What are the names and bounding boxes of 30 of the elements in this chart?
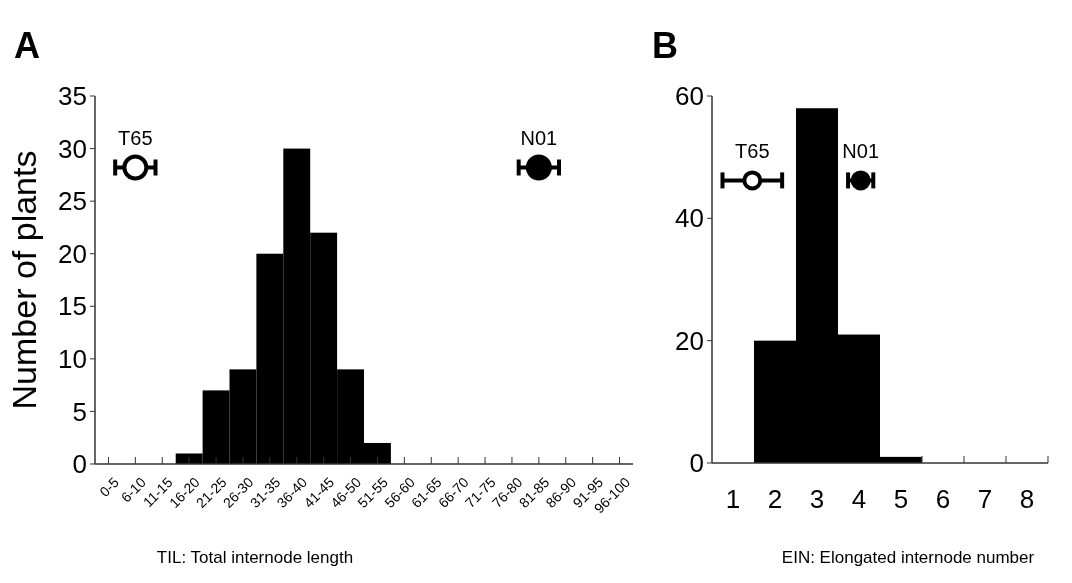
chart-title: B	[652, 25, 678, 66]
x-tick-label: 8	[1019, 484, 1035, 514]
y-tick-label: 60	[675, 81, 704, 112]
series-label: T65	[118, 127, 153, 150]
x-axis-title: TIL: Total internode length	[156, 548, 354, 567]
y-tick-label: 0	[689, 448, 704, 479]
y-tick-label: 15	[58, 291, 87, 322]
y-tick-label: 0	[72, 449, 87, 480]
x-axis-title: EIN: Elongated internode number	[781, 548, 1035, 567]
y-tick-label: 10	[58, 343, 87, 374]
series-label: N01	[520, 127, 558, 150]
x-tick-label: 2	[767, 484, 783, 514]
y-tick-label: 20	[675, 325, 704, 356]
series-label: N01	[842, 140, 880, 163]
y-tick-label: 5	[72, 396, 87, 427]
x-tick-label: 0-5	[96, 474, 123, 500]
y-tick-label: 40	[675, 203, 704, 234]
series-label: T65	[735, 140, 770, 163]
x-tick-label: 6	[935, 484, 951, 514]
y-tick-label: 30	[58, 133, 87, 164]
x-tick-label: 5	[893, 484, 909, 514]
y-axis-title: Number of plants	[5, 150, 43, 410]
chart-title: A	[14, 25, 40, 66]
x-tick-label: 1	[725, 484, 741, 514]
y-tick-label: 25	[58, 186, 87, 217]
x-tick-label: 4	[851, 484, 867, 514]
x-tick-label: 3	[809, 484, 825, 514]
y-tick-label: 35	[58, 81, 87, 112]
y-tick-label: 20	[58, 238, 87, 269]
x-tick-label: 7	[977, 484, 993, 514]
